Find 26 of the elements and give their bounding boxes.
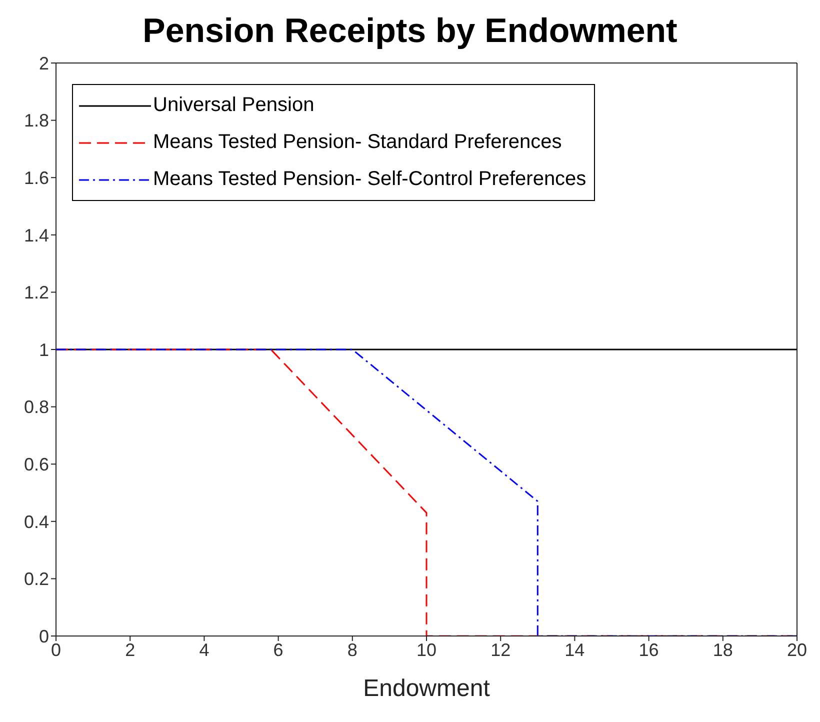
y-tick-label: 1 [38, 340, 49, 360]
y-tick-label: 1.6 [24, 168, 49, 188]
x-tick-label: 10 [416, 640, 437, 660]
y-tick-label: 1.4 [24, 225, 49, 246]
x-tick-label: 6 [273, 640, 284, 660]
y-tick-label: 1.2 [24, 282, 49, 303]
y-tick-label: 2 [38, 53, 49, 74]
x-tick-label: 14 [564, 640, 585, 660]
y-tick-label: 0.2 [24, 569, 49, 590]
y-tick-label: 1.8 [24, 110, 49, 131]
x-tick-label: 12 [490, 640, 511, 660]
legend-label: Universal Pension [153, 94, 314, 117]
x-tick-label: 8 [347, 640, 358, 660]
x-tick-label: 18 [712, 640, 733, 660]
x-tick-label: 4 [199, 640, 210, 660]
legend-label: Means Tested Pension- Standard Preferences [153, 131, 562, 154]
x-tick-label: 20 [786, 640, 808, 660]
y-tick-label: 0.8 [24, 397, 49, 418]
legend-label: Means Tested Pension- Self-Control Preferences [153, 168, 586, 191]
y-tick-label: 0.4 [24, 512, 49, 532]
x-tick-label: 2 [125, 640, 136, 660]
x-axis-title: Endowment [363, 675, 490, 702]
chart-title: Pension Receipts by Endowment [142, 11, 678, 52]
y-tick-label: 0.6 [24, 454, 49, 474]
y-tick-label: 0 [38, 626, 49, 646]
x-tick-label: 16 [638, 640, 659, 660]
